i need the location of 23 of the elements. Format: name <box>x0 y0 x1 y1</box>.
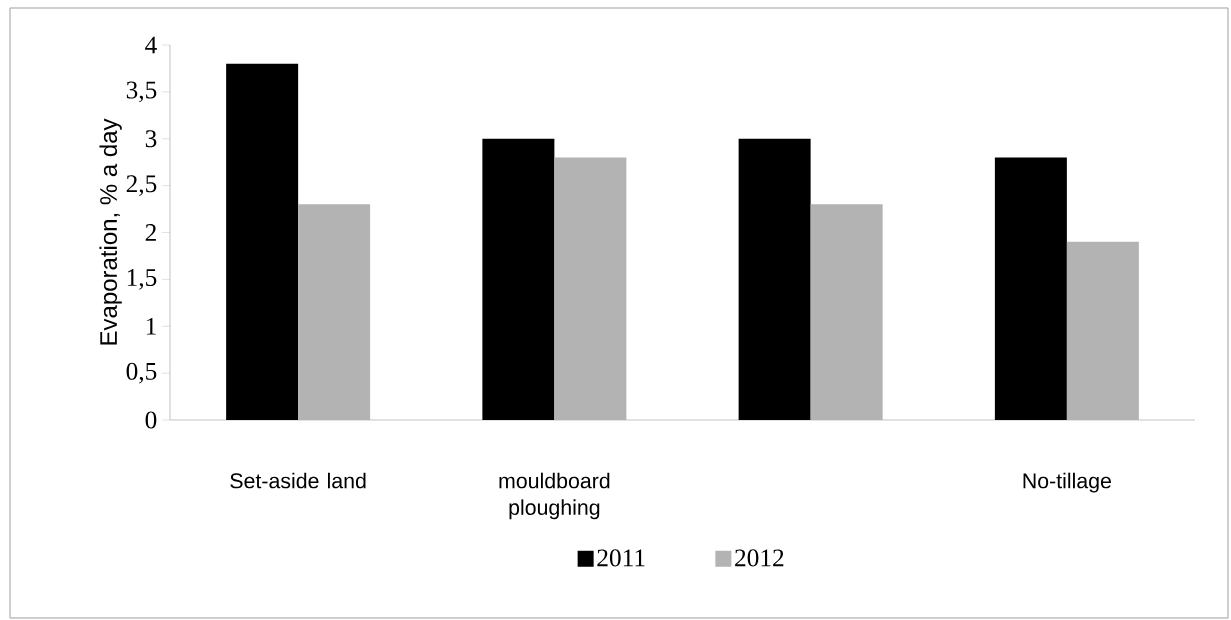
y-tick-label: 2,5 <box>126 175 157 196</box>
bar <box>298 204 371 420</box>
y-tick-label: 3 <box>145 130 157 148</box>
y-tick-label: 4 <box>145 36 157 54</box>
x-tick-label: mouldboard ploughing <box>499 472 610 520</box>
bar <box>738 138 811 420</box>
y-tick-label: 1 <box>146 317 156 335</box>
y-tick-label: 2 <box>145 224 156 241</box>
y-tick-label: 3,5 <box>126 81 157 103</box>
y-tick-label: 0 <box>145 411 157 429</box>
x-tick-label: Set-aside land <box>230 472 366 489</box>
y-tick-label: 0,5 <box>126 362 157 384</box>
bar <box>482 138 555 420</box>
bar <box>226 63 299 420</box>
bar <box>810 204 883 420</box>
bar <box>554 157 627 420</box>
legend-label: 2011 <box>597 549 645 567</box>
y-tick-label: 1,5 <box>127 269 157 290</box>
x-tick-label: No-tillage <box>1023 472 1111 493</box>
bar <box>994 157 1067 420</box>
y-axis-title: Evaporation, % a day <box>99 118 122 345</box>
bar <box>1066 241 1139 420</box>
legend-label: 2012 <box>735 549 784 567</box>
